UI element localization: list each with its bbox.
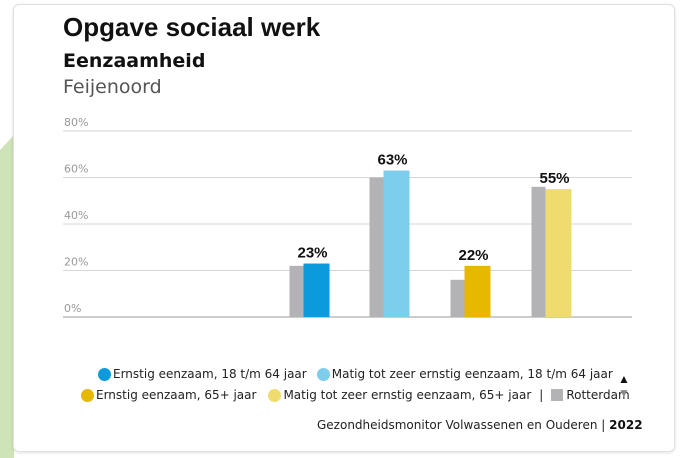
y-tick-label: 60% bbox=[64, 163, 88, 176]
legend-item-ernstig-18-64: Ernstig eenzaam, 18 t/m 64 jaar bbox=[98, 367, 307, 381]
source-separator: | bbox=[601, 418, 606, 432]
data-label: 23% bbox=[297, 245, 327, 262]
page-title: Opgave sociaal werk bbox=[63, 12, 321, 42]
legend-swatch-rotterdam bbox=[551, 389, 564, 401]
legend-label: Matig tot zeer ernstig eenzaam, 18 t/m 6… bbox=[331, 367, 613, 381]
legend-item-matig-65: Matig tot zeer ernstig eenzaam, 65+ jaar bbox=[268, 388, 531, 402]
legend-scroll-up-icon[interactable]: ▲ bbox=[618, 372, 630, 386]
bar-rotterdam bbox=[289, 265, 304, 317]
bar-rotterdam bbox=[531, 186, 546, 317]
legend-label-rotterdam: Rotterdam bbox=[566, 388, 630, 402]
legend-dot-ernstig-18-64 bbox=[98, 367, 111, 381]
data-label: 55% bbox=[539, 170, 569, 187]
y-tick-label: 20% bbox=[64, 256, 88, 269]
legend-label: Matig tot zeer ernstig eenzaam, 65+ jaar bbox=[283, 388, 532, 402]
y-tick-label: 40% bbox=[64, 209, 88, 222]
legend-item-rotterdam: Rotterdam bbox=[551, 388, 630, 402]
legend-separator: | bbox=[539, 388, 544, 402]
data-label: 63% bbox=[377, 152, 407, 169]
legend-scroll[interactable]: ▲ ▼ bbox=[617, 372, 631, 400]
decorative-green-band bbox=[0, 150, 14, 458]
legend-dot-matig-65 bbox=[268, 388, 282, 402]
legend-row-2: Ernstig eenzaam, 65+ jaar Matig tot zeer… bbox=[81, 388, 630, 402]
legend-dot-ernstig-65 bbox=[81, 388, 94, 402]
source-note: Gezondheidsmonitor Volwassenen en Oudere… bbox=[317, 418, 643, 432]
decorative-green-band-tip bbox=[0, 135, 14, 150]
legend-item-matig-18-64: Matig tot zeer ernstig eenzaam, 18 t/m 6… bbox=[316, 367, 613, 381]
bar-rotterdam bbox=[369, 177, 384, 317]
legend-scroll-down-icon[interactable]: ▼ bbox=[618, 386, 630, 400]
y-tick-label: 0% bbox=[64, 302, 81, 315]
bar-rotterdam bbox=[450, 279, 465, 317]
legend-label: Ernstig eenzaam, 65+ jaar bbox=[96, 388, 257, 402]
y-tick-label: 80% bbox=[64, 116, 88, 129]
bar bbox=[383, 170, 410, 317]
bar bbox=[303, 263, 330, 317]
bar bbox=[464, 265, 491, 317]
data-label: 22% bbox=[458, 247, 488, 264]
legend-row-1: Ernstig eenzaam, 18 t/m 64 jaar Matig to… bbox=[98, 367, 613, 381]
bar bbox=[545, 189, 572, 317]
source-text: Gezondheidsmonitor Volwassenen en Oudere… bbox=[317, 418, 598, 432]
area-name: Feijenoord bbox=[63, 76, 162, 98]
legend-dot-matig-18-64 bbox=[316, 367, 330, 381]
source-year: 2022 bbox=[609, 418, 643, 432]
legend-item-ernstig-65: Ernstig eenzaam, 65+ jaar bbox=[81, 388, 256, 402]
chart-subtitle: Eenzaamheid bbox=[63, 50, 206, 72]
legend-label: Ernstig eenzaam, 18 t/m 64 jaar bbox=[113, 367, 307, 381]
